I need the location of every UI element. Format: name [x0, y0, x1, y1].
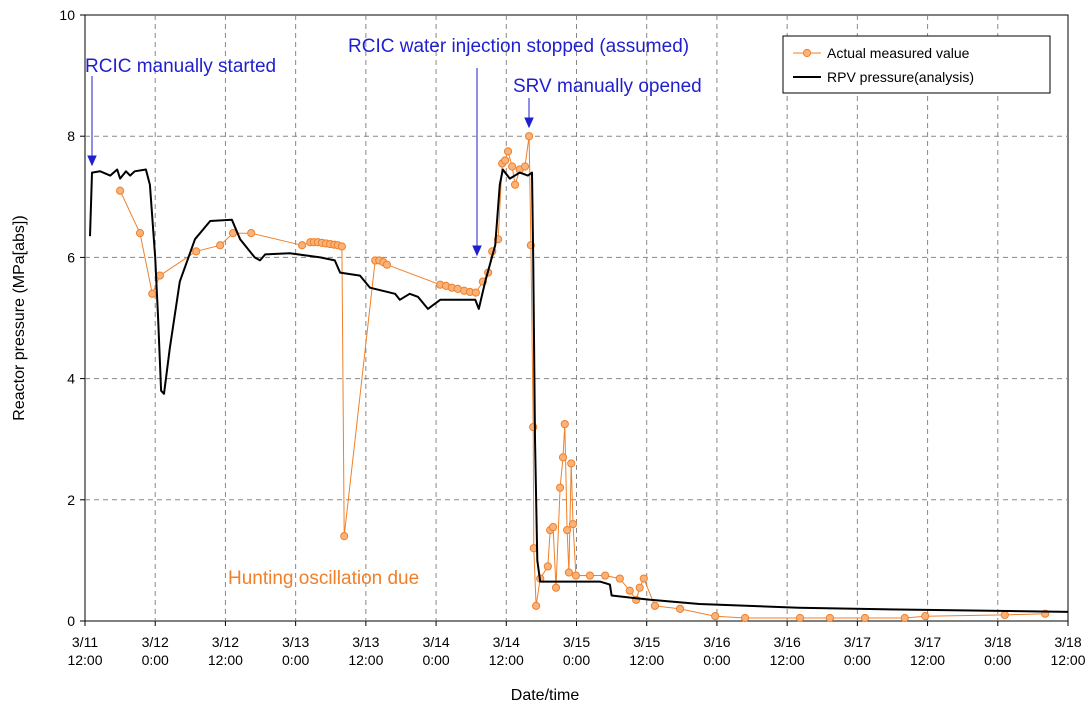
y-tick-label: 0 [67, 613, 75, 629]
data-point [615, 574, 624, 583]
x-tick-label: 3/18 0:00 [984, 634, 1011, 668]
y-tick-label: 10 [59, 7, 75, 23]
data-point [510, 180, 520, 189]
data-point [192, 247, 201, 256]
data-point [382, 260, 392, 269]
x-tick-label: 3/17 0:00 [844, 634, 871, 668]
x-tick-label: 3/14 12:00 [489, 634, 524, 668]
y-tick-label: 6 [67, 249, 75, 265]
data-point [520, 162, 530, 171]
y-tick-label: 2 [67, 492, 75, 508]
data-point [900, 613, 909, 623]
data-point [558, 453, 568, 462]
data-point [560, 419, 569, 429]
x-axis-label: Date/time [511, 687, 580, 704]
data-point [825, 613, 834, 623]
data-point [635, 583, 644, 592]
series-line [89, 168, 1069, 613]
data-point [585, 571, 595, 580]
data-point [525, 132, 534, 141]
annotation: SRV manually opened [513, 76, 702, 97]
data-point [471, 288, 480, 297]
data-point [625, 586, 634, 595]
data-point [155, 271, 164, 280]
legend-box [782, 35, 1051, 94]
x-tick-label: 3/16 12:00 [770, 634, 805, 668]
x-tick-label: 3/15 12:00 [629, 634, 664, 668]
data-point [551, 583, 561, 592]
data-point [148, 289, 157, 298]
x-tick-label: 3/16 0:00 [703, 634, 730, 668]
x-tick-label: 3/13 12:00 [348, 634, 383, 668]
data-point [568, 519, 578, 529]
x-tick-label: 3/12 0:00 [142, 634, 169, 668]
annotation: Hunting oscillation due [228, 568, 419, 589]
data-point [795, 613, 805, 623]
data-point [650, 601, 660, 610]
x-tick-label: 3/15 0:00 [563, 634, 590, 668]
data-point [921, 612, 930, 621]
data-point [563, 526, 572, 535]
data-point [860, 613, 870, 623]
data-point [340, 532, 349, 541]
legend: Actual measured value RPV pressure(analys… [782, 35, 1051, 94]
data-point [337, 242, 346, 251]
data-point [564, 568, 573, 577]
x-tick-label: 3/11 12:00 [67, 634, 102, 668]
x-tick-label: 3/18 12:00 [1050, 634, 1085, 668]
data-point [571, 571, 581, 580]
legend-label: Actual measured value [827, 45, 970, 61]
annotation: RCIC water injection stopped (assumed) [348, 36, 689, 57]
data-point [740, 613, 750, 623]
data-point [501, 156, 510, 165]
data-point [508, 162, 517, 171]
data-point [1000, 610, 1009, 620]
data-point [503, 147, 513, 156]
data-point [543, 562, 552, 571]
data-point [532, 601, 541, 610]
data-point [548, 522, 558, 532]
data-point [639, 574, 648, 583]
data-point [675, 604, 685, 613]
y-tick-label: 8 [67, 128, 75, 144]
data-point [567, 459, 576, 468]
y-axis-label: Reactor pressure (MPa[abs]) [11, 215, 28, 420]
data-point [601, 571, 610, 580]
x-tick-label: 3/14 0:00 [422, 634, 449, 668]
legend-label: RPV pressure(analysis) [827, 69, 974, 85]
data-point [247, 229, 256, 238]
annotation: RCIC manually started [85, 56, 276, 77]
y-tick-label: 4 [67, 371, 75, 387]
series-line [119, 135, 1046, 619]
data-point [297, 241, 307, 250]
data-point [135, 229, 145, 238]
data-point [556, 483, 565, 492]
legend-marker [802, 48, 812, 58]
data-point [216, 241, 225, 250]
x-tick-label: 3/12 12:00 [208, 634, 243, 668]
annotation-arrows [87, 68, 534, 257]
x-tick-label: 3/17 12:00 [910, 634, 945, 668]
x-tick-label: 3/13 0:00 [282, 634, 309, 668]
data-point [711, 612, 720, 621]
data-point [116, 186, 125, 195]
